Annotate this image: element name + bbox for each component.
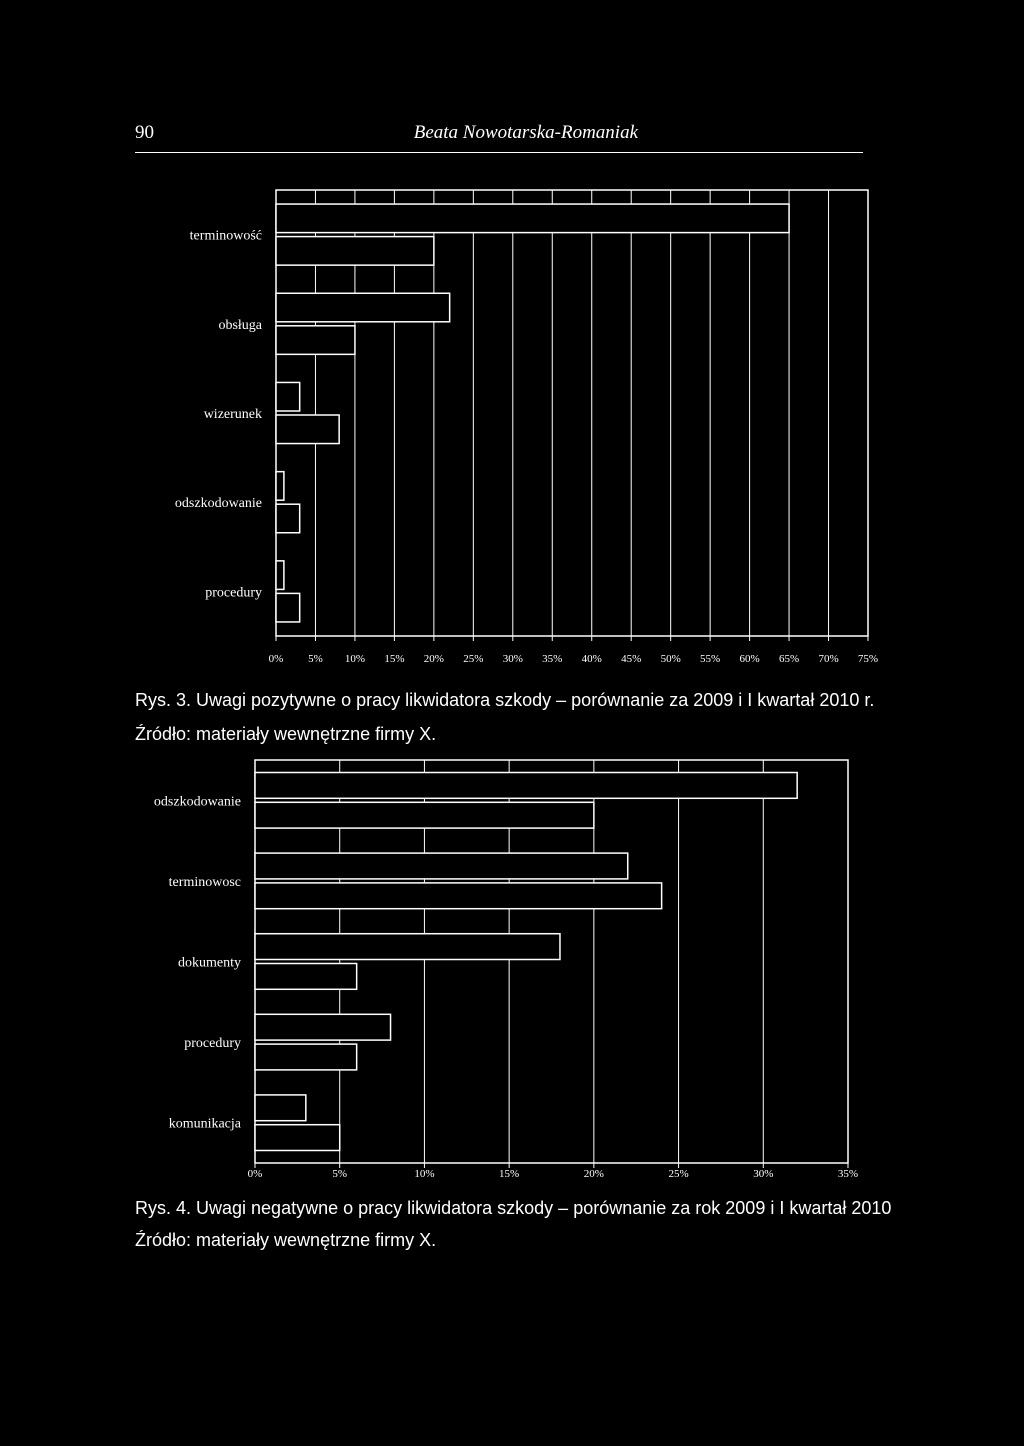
- chart1-bar-series1: [275, 203, 790, 234]
- chart2-tick-label: 25%: [668, 1168, 688, 1180]
- page-number: 90: [135, 122, 154, 143]
- running-header: 90 Beata Nowotarska-Romaniak: [135, 122, 863, 153]
- chart1-bar-series1: [275, 470, 285, 501]
- chart1-bar-series1: [275, 381, 301, 412]
- chart2-tick-label: 30%: [753, 1168, 773, 1180]
- chart2-bar-series1: [254, 1094, 307, 1122]
- figure-source-2: Źródło: materiały wewnętrzne firmy X.: [135, 1230, 437, 1250]
- chart1-tick-label: 0%: [269, 653, 284, 665]
- chart2-tick-label: 5%: [332, 1168, 347, 1180]
- chart1-tick-label: 25%: [463, 653, 483, 665]
- chart1-bar-series2: [275, 414, 340, 445]
- chart2-bar-series2: [254, 1123, 341, 1152]
- chart2-bar-series1: [254, 852, 629, 880]
- chart1-tick-label: 75%: [858, 653, 878, 665]
- chart2-tick-label: 0%: [248, 1168, 263, 1180]
- chart1-tick-label: 70%: [818, 653, 838, 665]
- chart2-category-label: komunikacja: [169, 1117, 242, 1132]
- chart1-tick-label: 5%: [308, 653, 323, 665]
- chart2-category-label: terminowosc: [169, 875, 241, 890]
- chart1-bar-series2: [275, 325, 356, 356]
- chart1-bar-series2: [275, 592, 301, 623]
- chart1-tick-label: 35%: [542, 653, 562, 665]
- chart1-category-label: obsługa: [218, 318, 262, 333]
- chart1-tick-label: 60%: [740, 653, 760, 665]
- chart1-tick-label: 55%: [700, 653, 720, 665]
- figure-caption-1: Rys. 3. Uwagi pozytywne o pracy likwidat…: [135, 690, 875, 710]
- chart2-bar-series2: [254, 801, 595, 829]
- chart2-tick-label: 10%: [414, 1168, 434, 1180]
- chart2-bar-series2: [254, 1043, 358, 1071]
- chart1-bar-series2: [275, 235, 435, 266]
- chart1-tick-label: 45%: [621, 653, 641, 665]
- chart2-bar-series1: [254, 1013, 392, 1041]
- chart1-tick-label: 40%: [582, 653, 602, 665]
- figure-caption-2: Rys. 4. Uwagi negatywne o pracy likwidat…: [135, 1198, 892, 1218]
- chart1-tick-label: 65%: [779, 653, 799, 665]
- chart1-tick-label: 30%: [503, 653, 523, 665]
- chart1-tick-label: 20%: [424, 653, 444, 665]
- chart1-tick-label: 10%: [345, 653, 365, 665]
- chart1-category-label: odszkodowanie: [175, 496, 262, 511]
- chart2-tick-label: 20%: [584, 1168, 604, 1180]
- chart2-category-label: dokumenty: [178, 956, 241, 971]
- chart1-bar-series2: [275, 503, 301, 534]
- chart2-bar-series2: [254, 882, 663, 910]
- chart1-bar-series1: [275, 292, 451, 323]
- chart2-plot-frame: [254, 759, 849, 1164]
- chart1-tick-label: 15%: [384, 653, 404, 665]
- chart2-category-label: procedury: [184, 1036, 241, 1051]
- chart2-bar-series1: [254, 771, 798, 800]
- running-author: Beata Nowotarska-Romaniak: [413, 122, 638, 143]
- chart2-bar-series1: [254, 932, 561, 961]
- chart2-tick-label: 15%: [499, 1168, 519, 1180]
- chart1-category-label: procedury: [205, 585, 262, 600]
- chart2-tick-label: 35%: [838, 1168, 858, 1180]
- chart1-plot-frame: [275, 189, 869, 637]
- chart1-category-label: terminowość: [190, 229, 262, 244]
- figure-source-1: Źródło: materiały wewnętrzne firmy X.: [135, 724, 437, 744]
- chart2-bar-series2: [254, 962, 358, 991]
- chart2-category-label: odszkodowanie: [154, 794, 241, 809]
- chart1-category-label: wizerunek: [204, 407, 262, 422]
- chart1-tick-label: 50%: [661, 653, 681, 665]
- chart1-bar-series1: [275, 560, 285, 591]
